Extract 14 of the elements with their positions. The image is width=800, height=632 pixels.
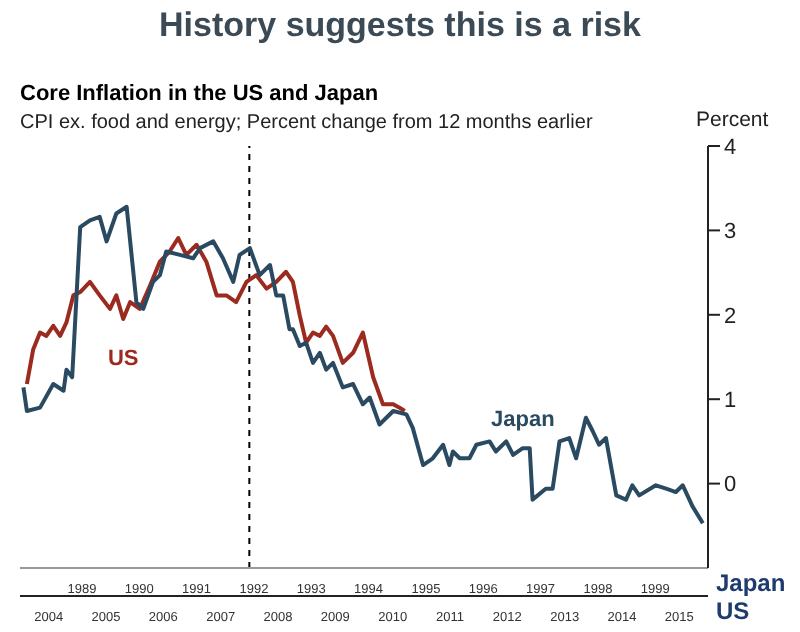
line-series [24,236,407,414]
x2-axis-title: Japan [716,568,786,597]
chart-title: History suggests this is a risk [157,6,643,46]
text: CPI ex. food and energy; Percent change from 12 months earlier [20,112,593,134]
series-label: US [107,346,139,371]
y-tick-label: 4 [724,135,737,160]
y-tick-label: 2 [724,304,737,329]
y-tick-label: 1 [724,389,737,414]
chart-subtitle: Core Inflation in the US and Japan [20,82,379,106]
series-label: Japan [491,407,556,432]
y-tick-label: 0 [724,473,737,498]
y-tick-label: 3 [724,220,737,245]
y-axis-title: Percent [696,108,769,132]
x-axis-title: US [716,596,750,625]
